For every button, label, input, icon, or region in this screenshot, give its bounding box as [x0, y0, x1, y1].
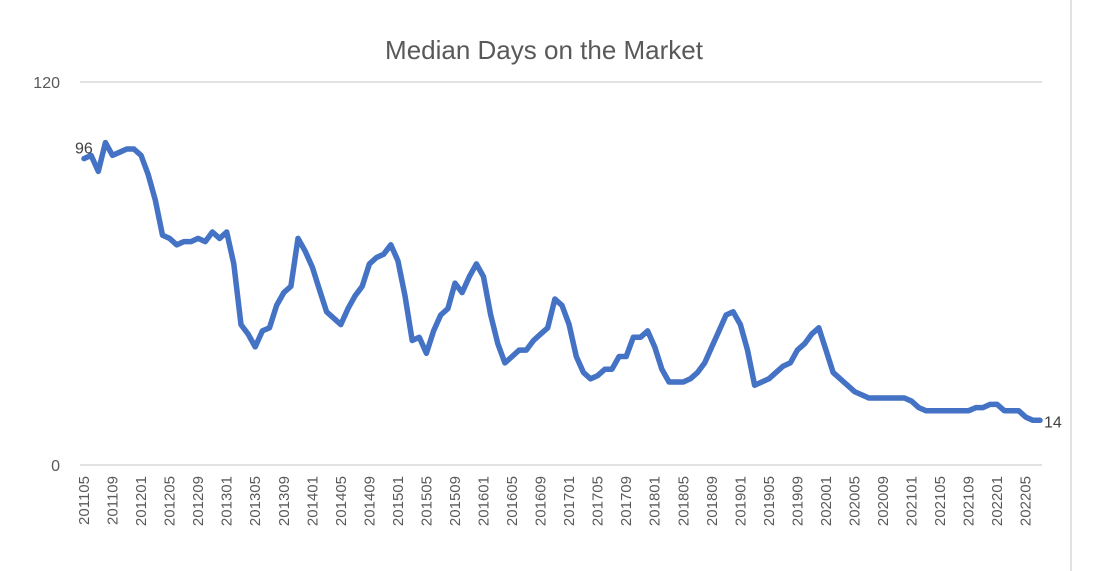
data-label-last: 14 — [1044, 414, 1062, 431]
x-tick-label: 201701 — [561, 476, 578, 526]
x-tick-label: 201501 — [390, 476, 407, 526]
gridlines — [80, 81, 1042, 466]
x-tick-label: 202201 — [989, 476, 1006, 526]
data-label-first: 96 — [75, 141, 93, 158]
x-tick-label: 201505 — [418, 476, 435, 526]
x-tick-label: 201209 — [190, 476, 207, 526]
x-tick-label: 201809 — [704, 476, 721, 526]
x-tick-label: 202105 — [932, 476, 949, 526]
x-tick-label: 201201 — [133, 476, 150, 526]
x-tick-label: 201305 — [247, 476, 264, 526]
data-labels: 96 14 — [75, 141, 1062, 432]
y-tick-label: 120 — [33, 75, 60, 92]
x-tick-label: 201205 — [162, 476, 179, 526]
x-tick-label: 201705 — [590, 476, 607, 526]
x-tick-label: 201605 — [504, 476, 521, 526]
x-tick-label: 201905 — [761, 476, 778, 526]
x-tick-label: 202009 — [875, 476, 892, 526]
x-tick-label: 201805 — [675, 476, 692, 526]
x-tick-label: 201309 — [276, 476, 293, 526]
x-tick-label: 201105 — [76, 476, 93, 525]
x-tick-label: 201301 — [219, 476, 236, 526]
series-line-group — [81, 139, 1043, 424]
x-tick-label: 201401 — [304, 476, 321, 526]
x-tick-label: 202001 — [818, 476, 835, 526]
x-tick-label: 201109 — [105, 476, 122, 525]
x-tick-label: 201509 — [447, 476, 464, 526]
y-axis-labels: 0 120 — [33, 75, 60, 475]
x-tick-label: 201709 — [618, 476, 635, 526]
x-tick-label: 201801 — [647, 476, 664, 526]
x-tick-label: 202101 — [904, 476, 921, 526]
x-axis-labels: 201105 201109 201201 201205 201209 201301 2013… — [76, 476, 1035, 526]
x-tick-label: 201901 — [732, 476, 749, 526]
x-tick-label: 202005 — [847, 476, 864, 526]
x-tick-label: 202109 — [961, 476, 978, 526]
x-tick-label: 201409 — [361, 476, 378, 526]
x-tick-label: 201609 — [533, 476, 550, 526]
x-tick-label: 201601 — [476, 476, 493, 526]
series-line — [81, 139, 1043, 424]
x-tick-label: 201405 — [333, 476, 350, 526]
chart-title: Median Days on the Market — [385, 35, 704, 65]
y-tick-label: 0 — [51, 458, 60, 475]
x-tick-label: 202205 — [1018, 476, 1035, 526]
x-tick-label: 201909 — [789, 476, 806, 526]
